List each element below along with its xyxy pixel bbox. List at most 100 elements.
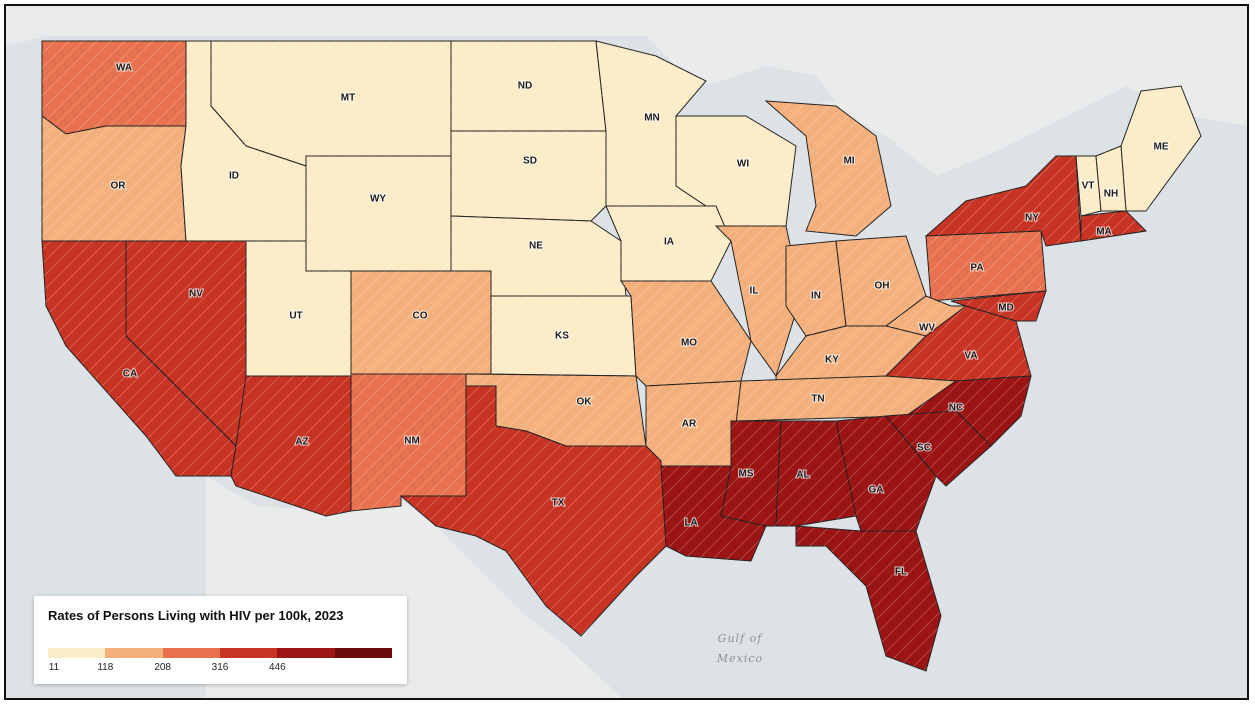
county-texture-ny: [926, 156, 1081, 246]
state-label-mn: MN: [644, 113, 660, 124]
legend-tick-3: 316: [211, 662, 229, 673]
lake-superior: [706, 66, 836, 106]
state-label-ky: KY: [825, 355, 839, 366]
county-texture-co: [351, 271, 491, 374]
gulf-label-line1: Gulf of: [718, 632, 764, 645]
county-texture-in: [786, 241, 846, 336]
county-texture-mt: [211, 41, 451, 166]
county-texture-ut: [246, 241, 351, 376]
legend-tick-2: 208: [154, 662, 171, 673]
legend-tick-4: 446: [268, 662, 286, 673]
state-label-ny: NY: [1025, 213, 1039, 224]
county-texture-me: [1121, 86, 1201, 211]
county-texture-al: [776, 421, 856, 526]
legend-swatch-3: [219, 648, 278, 658]
legend-title: Rates of Persons Living with HIV per 100…: [48, 608, 344, 623]
county-texture-ks: [491, 296, 636, 376]
county-texture-tn: [736, 376, 956, 421]
county-texture-sc: [886, 411, 991, 486]
county-texture-ia: [606, 206, 731, 281]
county-texture-mi: [766, 101, 891, 236]
state-label-sc: SC: [917, 443, 931, 454]
county-texture-ga: [836, 416, 936, 531]
state-label-ar: AR: [682, 419, 697, 430]
state-label-nv: NV: [189, 289, 203, 300]
state-label-wa: WA: [116, 63, 132, 74]
state-label-pa: PA: [970, 263, 983, 274]
state-label-va: VA: [964, 351, 977, 362]
state-label-or: OR: [111, 181, 127, 192]
state-label-nm: NM: [404, 436, 420, 447]
county-texture-ky: [776, 326, 926, 384]
legend-tick-0: 11: [48, 662, 60, 673]
county-texture-wv: [886, 296, 966, 336]
state-label-wi: WI: [737, 159, 749, 170]
legend-tick-1: 118: [97, 662, 114, 673]
county-texture-wy: [306, 156, 451, 271]
county-texture-nd: [451, 41, 606, 131]
county-texture-ne: [451, 216, 626, 296]
county-texture-vt: [1076, 156, 1101, 216]
state-label-ma: MA: [1096, 227, 1112, 238]
county-texture-ar: [646, 381, 741, 466]
gulf-label-line2: Mexico: [716, 652, 763, 665]
county-texture-tx: [401, 386, 666, 636]
county-texture-or: [42, 116, 186, 241]
state-label-oh: OH: [875, 281, 890, 292]
state-label-nh: NH: [1104, 189, 1118, 200]
state-label-id: ID: [229, 171, 239, 182]
county-texture-va: [886, 306, 1031, 381]
county-texture-id: [181, 41, 306, 241]
county-texture-sd: [451, 131, 606, 221]
state-label-tx: TX: [552, 498, 565, 509]
state-label-ut: UT: [289, 311, 302, 322]
state-label-fl: FL: [895, 567, 907, 578]
county-texture-nm: [351, 374, 466, 511]
county-texture-wi: [676, 116, 796, 226]
county-texture-nv: [126, 241, 246, 446]
state-label-in: IN: [811, 291, 821, 302]
county-texture-md: [951, 291, 1046, 321]
state-label-wy: WY: [370, 194, 386, 205]
state-label-mo: MO: [681, 338, 697, 349]
state-label-co: CO: [413, 311, 428, 322]
legend-swatch-4: [277, 648, 335, 658]
state-label-ks: KS: [555, 331, 569, 342]
legend-swatch-0: [48, 648, 106, 658]
legend-swatch-2: [162, 648, 220, 658]
state-label-al: AL: [796, 470, 809, 481]
county-texture-pa: [926, 231, 1046, 301]
state-label-nc: NC: [949, 403, 963, 414]
county-texture-ma: [1081, 211, 1146, 241]
states-layer: [41, 40, 1202, 672]
county-texture-az: [231, 376, 351, 516]
state-label-ga: GA: [869, 485, 884, 496]
legend-color-bar: [48, 648, 392, 658]
legend-ticks: 11 118 208 316 446: [48, 662, 392, 676]
legend-swatch-5: [334, 648, 392, 658]
map-frame: WA MT ND MN OR ID WY SD WI MI ME VT NH NY MA NE IA PA NV UT…: [4, 4, 1249, 700]
state-labels-layer: WA MT ND MN OR ID WY SD WI MI ME VT NH NY MA NE IA PA NV UT…: [110, 62, 1170, 579]
state-label-md: MD: [998, 303, 1014, 314]
state-label-ms: MS: [739, 469, 754, 480]
county-texture-mn: [596, 41, 706, 206]
state-label-nd: ND: [518, 81, 532, 92]
county-texture-il: [716, 226, 801, 376]
county-texture-nc: [906, 376, 1031, 446]
county-texture-fl: [796, 526, 941, 671]
choropleth-map[interactable]: WA MT ND MN OR ID WY SD WI MI ME VT NH NY MA NE IA PA NV UT…: [6, 6, 1249, 700]
state-label-mi: MI: [843, 156, 854, 167]
state-label-ca: CA: [123, 369, 137, 380]
state-label-mt: MT: [341, 93, 355, 104]
state-label-wv: WV: [919, 323, 935, 334]
county-texture-wa: [42, 41, 186, 134]
state-label-ia: IA: [664, 237, 674, 248]
legend-swatch-1: [105, 648, 163, 658]
state-label-tn: TN: [811, 394, 824, 405]
county-texture-nh: [1096, 146, 1126, 211]
state-label-la: LA: [684, 518, 697, 529]
state-label-il: IL: [750, 286, 759, 297]
county-texture-oh: [836, 236, 926, 326]
state-label-vt: VT: [1082, 181, 1095, 192]
county-texture-ms: [721, 421, 781, 526]
